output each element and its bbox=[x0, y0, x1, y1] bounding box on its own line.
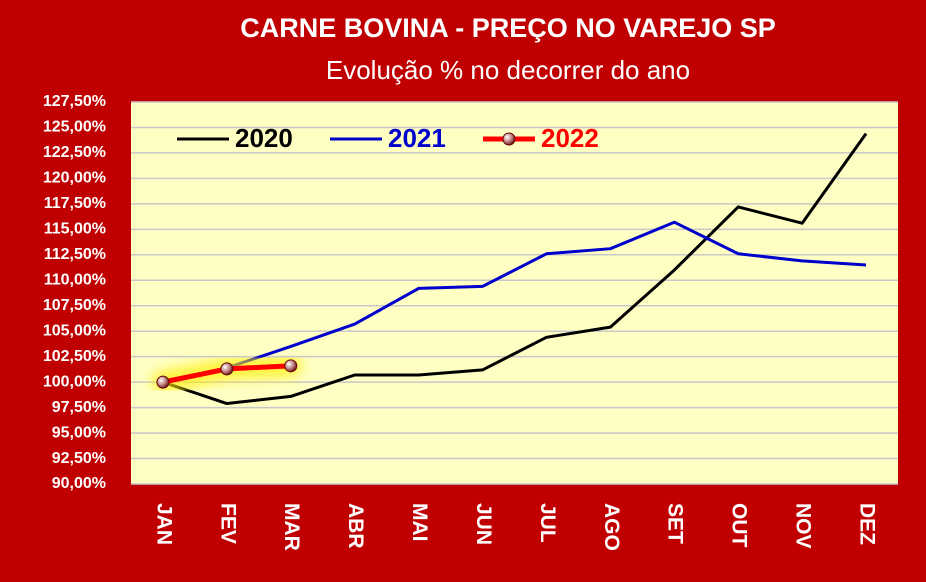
y-tick-label: 112,50% bbox=[44, 246, 106, 263]
y-tick-label: 127,50% bbox=[43, 93, 106, 110]
x-tick-label: AGO bbox=[600, 503, 623, 551]
y-tick-label: 122,50% bbox=[43, 144, 106, 161]
x-tick-label: JUL bbox=[536, 503, 559, 543]
y-tick-label: 100,00% bbox=[43, 373, 106, 390]
x-tick-label: FEV bbox=[216, 503, 239, 544]
legend-label: 2022 bbox=[541, 123, 599, 153]
x-tick-label: OUT bbox=[728, 503, 751, 548]
y-tick-label: 110,00% bbox=[44, 271, 106, 288]
x-tick-label: JAN bbox=[152, 503, 175, 545]
y-tick-label: 97,50% bbox=[52, 399, 106, 416]
x-tick-label: JUN bbox=[472, 503, 495, 545]
y-tick-label: 115,00% bbox=[44, 221, 106, 238]
y-tick-label: 95,00% bbox=[52, 424, 106, 441]
series-line bbox=[162, 220, 867, 384]
x-tick-label: SET bbox=[664, 503, 687, 544]
point-marker bbox=[220, 362, 234, 376]
x-tick-label: MAI bbox=[408, 503, 431, 542]
y-tick-label: 105,00% bbox=[43, 322, 106, 339]
x-tick-label: NOV bbox=[792, 503, 815, 549]
y-tick-label: 120,00% bbox=[43, 170, 106, 187]
y-tick-label: 102,50% bbox=[43, 348, 106, 365]
legend-label: 2020 bbox=[235, 123, 293, 153]
point-marker bbox=[284, 359, 298, 373]
x-tick-label: MAR bbox=[280, 503, 303, 551]
chart-title: CARNE BOVINA - PREÇO NO VAREJO SP bbox=[240, 13, 776, 43]
chart-subtitle: Evolução % no decorrer do ano bbox=[326, 55, 690, 85]
legend-label: 2021 bbox=[388, 123, 446, 153]
y-tick-label: 92,50% bbox=[52, 450, 106, 467]
point-marker bbox=[156, 375, 170, 389]
x-tick-label: DEZ bbox=[855, 503, 878, 545]
x-tick-label: ABR bbox=[344, 503, 367, 549]
y-tick-label: 107,50% bbox=[43, 297, 106, 314]
y-tick-label: 125,00% bbox=[43, 119, 106, 136]
legend-marker bbox=[502, 132, 516, 146]
y-tick-label: 117,50% bbox=[44, 195, 106, 212]
y-tick-label: 90,00% bbox=[52, 475, 106, 492]
plot-area bbox=[131, 102, 898, 484]
series-line bbox=[162, 132, 868, 406]
